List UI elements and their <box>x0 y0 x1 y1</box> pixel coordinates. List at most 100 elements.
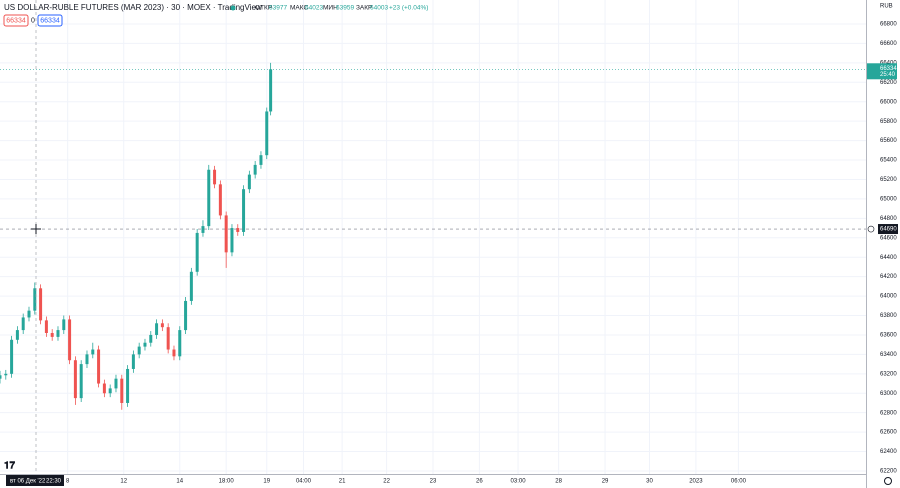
candle-body <box>68 319 72 361</box>
close-label: ЗАКР <box>356 5 372 12</box>
candle-body <box>27 310 31 318</box>
box-sell-value: 66334 <box>6 17 26 24</box>
candle-body <box>15 330 19 340</box>
candle-body <box>224 215 228 253</box>
y-tick-label: 64600 <box>880 235 897 241</box>
candle-body <box>160 323 164 328</box>
x-tick-label: 03:00 <box>511 479 527 485</box>
candle-body <box>44 320 48 334</box>
candle-body <box>85 354 89 365</box>
candle-body <box>79 364 83 399</box>
box-sell[interactable] <box>3 14 29 27</box>
candle-body <box>218 184 222 216</box>
crosshair-plus <box>867 225 875 233</box>
candle-body <box>172 349 176 357</box>
candle-body <box>102 383 106 394</box>
crosshair-price-box <box>878 224 898 235</box>
y-tick-label: 62200 <box>880 469 897 475</box>
candle-body <box>189 271 193 301</box>
crosshair-price-label: 64690 <box>880 227 897 233</box>
x-tick-label: 26 <box>476 479 483 485</box>
candle-body <box>213 169 217 185</box>
y-tick-label: 62600 <box>880 430 897 436</box>
x-tick-label: 28 <box>555 479 562 485</box>
candle-body <box>33 288 37 311</box>
candle-body <box>184 300 188 331</box>
y-tick-label: 66000 <box>880 99 897 105</box>
y-tick-label: 66800 <box>880 22 897 28</box>
y-tick-label: 64200 <box>880 274 897 280</box>
candle-body <box>62 319 66 331</box>
candle-body <box>230 228 234 253</box>
open-label: ОТКР <box>255 5 272 12</box>
countdown: 25:40 <box>880 72 896 78</box>
candle-body <box>0 375 2 379</box>
settings-icon[interactable] <box>884 477 892 485</box>
y-tick-label: 63200 <box>880 371 897 377</box>
box-buy[interactable] <box>37 14 63 27</box>
candle-body <box>10 339 14 374</box>
candle-body <box>131 354 135 369</box>
candle-body <box>108 388 112 394</box>
candle-body <box>265 111 269 156</box>
x-tick-label: 19 <box>263 479 270 485</box>
open-value: 63977 <box>269 5 287 12</box>
y-tick-label: 64800 <box>880 216 897 222</box>
crosshair-time-label: вт 06 Дек '22 <box>10 479 46 485</box>
x-tick-label: 12 <box>120 479 127 485</box>
status-dot <box>230 5 236 11</box>
candle-body <box>242 189 246 232</box>
y-tick-label: 65400 <box>880 158 897 164</box>
y-tick-label: 65000 <box>880 196 897 202</box>
candle-body <box>149 334 153 343</box>
y-tick-label: 63600 <box>880 333 897 339</box>
high-label: МАКС <box>290 5 308 12</box>
candle-body <box>120 378 124 403</box>
crosshair-clock-label: 22:30 <box>46 479 62 485</box>
candle-body <box>166 327 170 350</box>
y-tick-label: 64000 <box>880 294 897 300</box>
candle-body <box>137 346 141 355</box>
candle-body <box>91 349 95 355</box>
box-buy-value: 66334 <box>40 17 60 24</box>
x-tick-label: 06:00 <box>731 479 747 485</box>
y-tick-label: 63000 <box>880 391 897 397</box>
x-tick-label: 14 <box>176 479 183 485</box>
candle-body <box>195 232 199 272</box>
y-tick-label: 65200 <box>880 177 897 183</box>
y-tick-label: 64400 <box>880 255 897 261</box>
candles <box>0 62 273 410</box>
y-tick-label: 62800 <box>880 410 897 416</box>
x-tick-label: 30 <box>646 479 653 485</box>
candle-body <box>143 342 147 347</box>
candle-body <box>56 330 60 337</box>
x-tick-label: 04:00 <box>296 479 312 485</box>
high-value: 64023 <box>305 5 323 12</box>
crosshair-time-box <box>6 475 64 486</box>
y-tick-label: 62400 <box>880 449 897 455</box>
candle-body <box>207 169 211 227</box>
candle-body <box>178 330 182 357</box>
candle-body <box>201 226 205 233</box>
candle-body <box>50 333 54 337</box>
y-tick-label: 63800 <box>880 313 897 319</box>
last-price-box <box>867 63 897 80</box>
currency: RUB <box>880 4 893 10</box>
x-tick-label: 22 <box>383 479 390 485</box>
spread: 0 <box>31 17 35 24</box>
crosshair-cursor <box>31 224 41 235</box>
candle-body <box>21 317 25 331</box>
close-value: 64003 <box>370 5 388 12</box>
y-tick-label: 65800 <box>880 119 897 125</box>
candle-body <box>39 288 43 321</box>
candle-body <box>73 360 77 399</box>
y-tick-label: 66200 <box>880 80 897 86</box>
x-tick-label: 21 <box>339 479 346 485</box>
candle-body <box>155 323 159 335</box>
candle-body <box>126 368 130 403</box>
low-value: 63959 <box>336 5 354 12</box>
x-tick-label: 18:00 <box>219 479 235 485</box>
